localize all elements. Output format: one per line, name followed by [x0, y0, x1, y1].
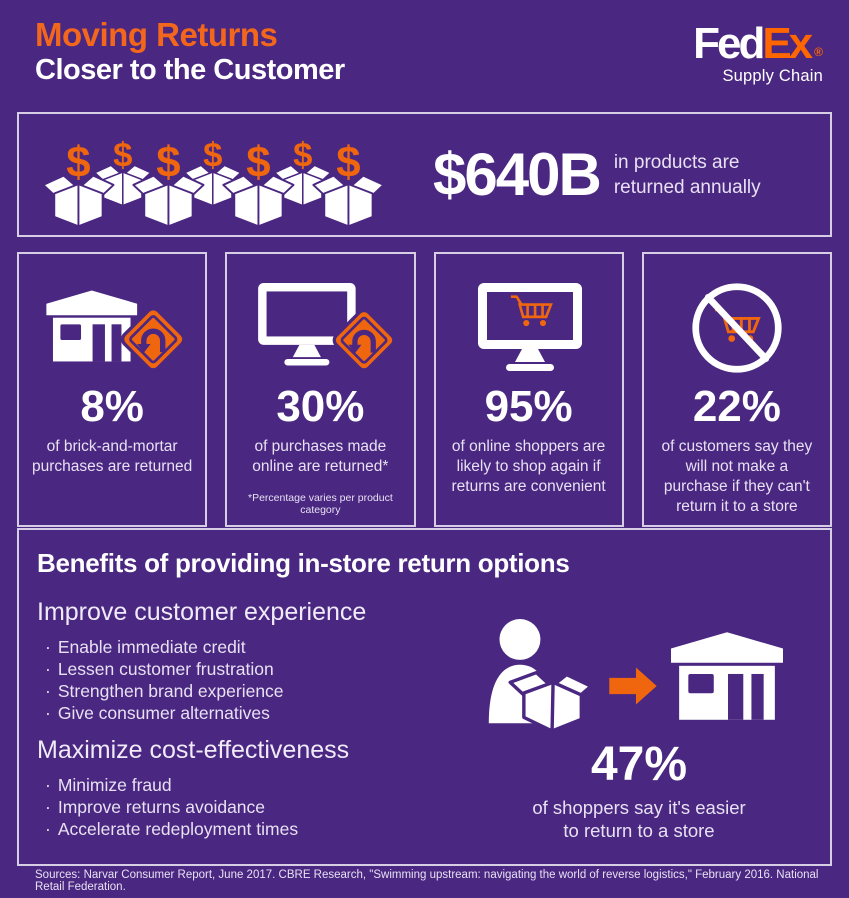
returns-value-banner: $640B in products are returned annually — [17, 112, 832, 237]
stat-footnote: *Percentage varies per product category — [248, 491, 393, 516]
list-item: Improve returns avoidance — [45, 796, 349, 818]
benefit-group-title: Improve customer experience — [37, 598, 367, 626]
benefit-group-cost-effectiveness: Maximize cost-effectiveness Minimize fra… — [37, 736, 349, 840]
benefit-group-title: Maximize cost-effectiveness — [37, 736, 350, 764]
logo-subbrand: Supply Chain — [722, 67, 823, 85]
banner-stat-group: $640B in products are returned annually — [433, 141, 761, 208]
stat-description: of customers say they will not make a pu… — [661, 438, 813, 515]
logo-fed: Fed — [693, 19, 765, 68]
benefit-stat-caption: of shoppers say it's easier to return to… — [449, 796, 829, 842]
benefit-caption-line2: to return to a store — [563, 820, 715, 842]
stat-value: 22% — [692, 382, 781, 431]
list-item: Give consumer alternatives — [45, 702, 366, 724]
benefit-stat-value: 47% — [590, 738, 688, 791]
stat-cards-row: 8% of brick-and-mortar purchases are ret… — [17, 252, 832, 527]
stat-card-brick-and-mortar: 8% of brick-and-mortar purchases are ret… — [17, 252, 208, 527]
monitor-cart-icon — [477, 283, 582, 371]
list-item: Strengthen brand experience — [45, 680, 366, 702]
stat-card-shop-again: 95% of online shoppers are likely to sho… — [433, 252, 624, 527]
banner-caption: in products are returned annually — [614, 151, 761, 200]
dollar-boxes-icon — [42, 135, 385, 227]
banner-caption-line2: returned annually — [613, 176, 761, 198]
stat-card-online-returns: 30% of purchases made online are returne… — [225, 252, 416, 527]
benefit-caption-line1: of shoppers say it's easier — [532, 797, 746, 818]
person-box-icon — [487, 618, 593, 733]
banner-caption-line1: in products are — [613, 152, 740, 173]
fedex-logo: FedEx ® Supply Chain — [693, 22, 823, 86]
fedex-wordmark: FedEx ® — [693, 22, 823, 66]
no-cart-icon — [692, 283, 782, 373]
registered-mark-icon: ® — [814, 45, 823, 59]
monitor-uturn-icon — [258, 283, 395, 378]
benefit-list: Minimize fraud Improve returns avoidance… — [45, 774, 349, 840]
logo-ex: Ex — [762, 19, 813, 68]
benefit-list: Enable immediate credit Lessen customer … — [45, 636, 366, 724]
list-item: Lessen customer frustration — [45, 658, 366, 680]
sources-line: Sources: Narvar Consumer Report, June 20… — [35, 869, 819, 893]
arrow-right-icon — [609, 667, 657, 705]
store-uturn-icon — [46, 290, 187, 378]
page-title: Moving Returns — [35, 16, 278, 53]
list-item: Enable immediate credit — [45, 636, 366, 658]
stat-card-no-return-no-purchase: 22% of customers say they will not make … — [641, 252, 832, 527]
list-item: Minimize fraud — [45, 774, 349, 796]
stat-value: 95% — [484, 382, 573, 431]
benefit-group-customer-experience: Improve customer experience Enable immed… — [37, 598, 366, 724]
stat-description: of purchases made online are returned* — [252, 438, 389, 476]
list-item: Accelerate redeployment times — [45, 818, 349, 840]
stat-description: of online shoppers are likely to shop ag… — [451, 438, 606, 495]
store-icon — [671, 632, 783, 720]
stat-value: 8% — [80, 382, 144, 431]
benefits-panel: Benefits of providing in-store return op… — [17, 528, 832, 866]
page-subtitle: Closer to the Customer — [35, 54, 345, 86]
stat-description: of brick-and-mortar purchases are return… — [31, 438, 193, 476]
banner-stat-value: $640B — [433, 141, 602, 208]
stat-value: 30% — [276, 382, 365, 431]
benefits-heading: Benefits of providing in-store return op… — [37, 548, 570, 578]
